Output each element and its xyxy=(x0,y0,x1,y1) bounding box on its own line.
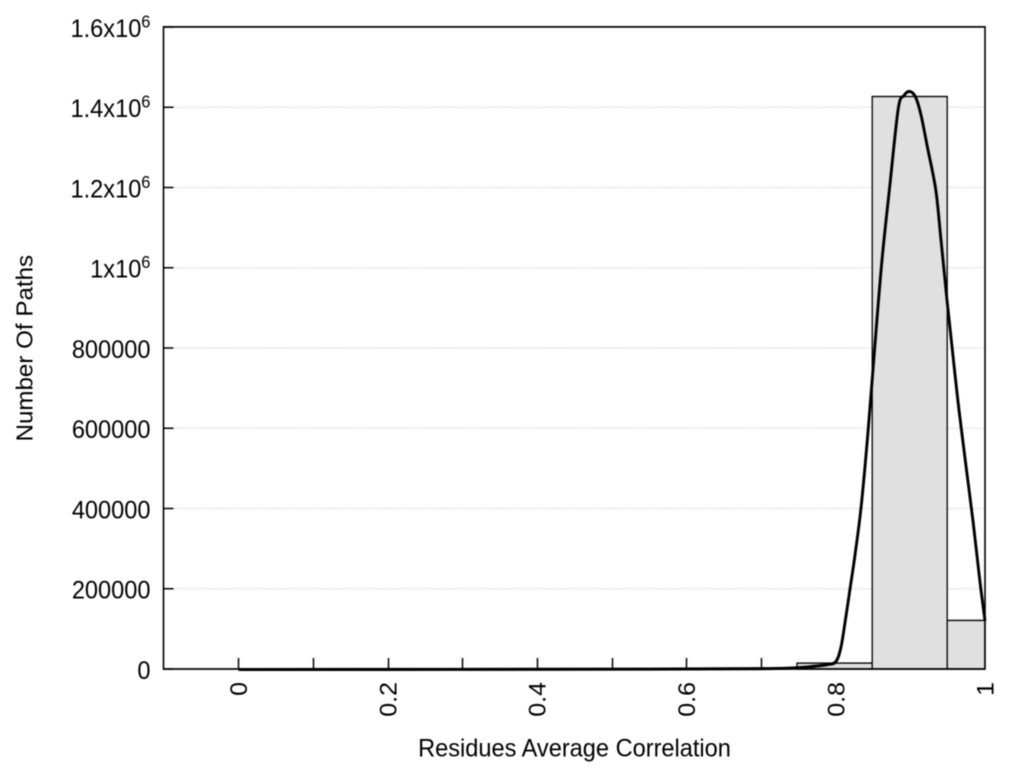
svg-text:0.8: 0.8 xyxy=(824,682,850,717)
svg-text:1.2x106: 1.2x106 xyxy=(71,172,151,203)
svg-text:1x106: 1x106 xyxy=(90,253,150,284)
svg-text:Number Of Paths: Number Of Paths xyxy=(12,255,37,442)
svg-text:1: 1 xyxy=(973,682,999,696)
svg-text:Residues Average Correlation: Residues Average Correlation xyxy=(418,735,731,763)
svg-text:0.2: 0.2 xyxy=(376,682,402,717)
svg-text:0.6: 0.6 xyxy=(675,682,701,717)
svg-text:200000: 200000 xyxy=(72,577,151,605)
svg-text:1.6x106: 1.6x106 xyxy=(71,12,151,43)
svg-text:0.4: 0.4 xyxy=(525,682,551,717)
svg-text:800000: 800000 xyxy=(72,336,151,364)
svg-text:400000: 400000 xyxy=(72,497,151,525)
svg-text:0: 0 xyxy=(137,657,150,685)
svg-text:0: 0 xyxy=(227,682,253,696)
svg-text:1.4x106: 1.4x106 xyxy=(71,92,151,123)
svg-text:600000: 600000 xyxy=(72,416,151,444)
